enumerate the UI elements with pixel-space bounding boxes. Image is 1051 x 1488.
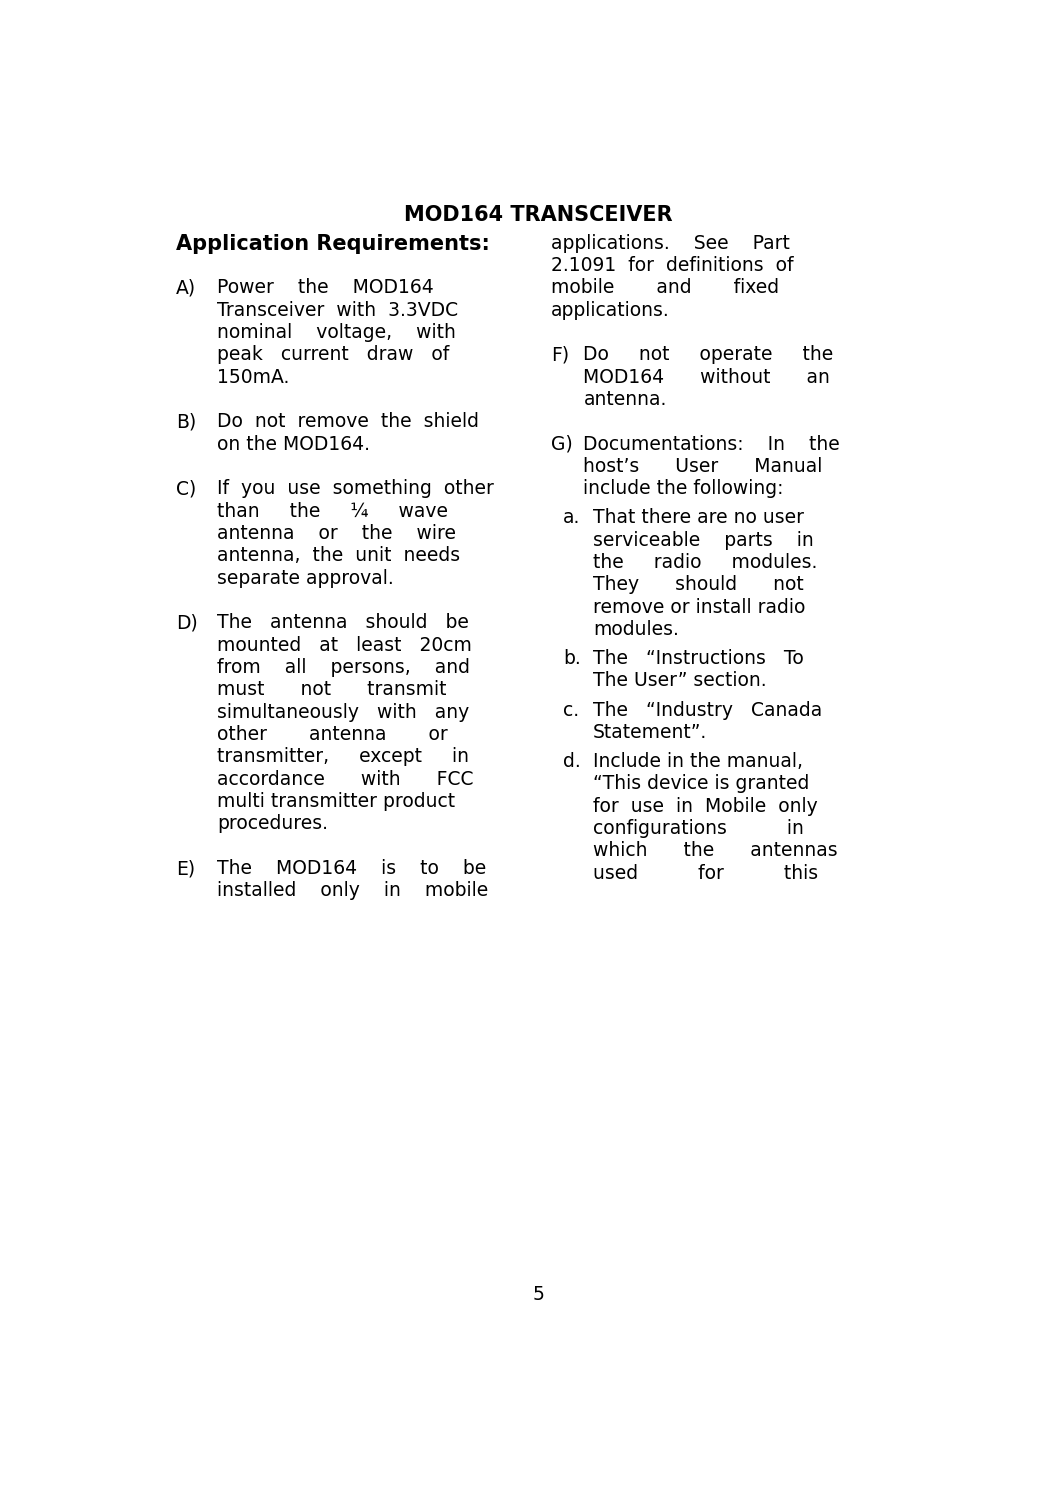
Text: Include in the manual,: Include in the manual, [593, 751, 803, 771]
Text: host’s      User      Manual: host’s User Manual [583, 457, 823, 476]
Text: remove or install radio: remove or install radio [593, 598, 805, 616]
Text: Do     not     operate     the: Do not operate the [583, 345, 833, 365]
Text: multi transmitter product: multi transmitter product [217, 792, 455, 811]
Text: A): A) [177, 278, 197, 298]
Text: used          for          this: used for this [593, 863, 819, 882]
Text: peak   current   draw   of: peak current draw of [217, 345, 449, 365]
Text: configurations          in: configurations in [593, 818, 804, 838]
Text: which      the      antennas: which the antennas [593, 841, 838, 860]
Text: The    MOD164    is    to    be: The MOD164 is to be [217, 859, 487, 878]
Text: MOD164      without      an: MOD164 without an [583, 368, 830, 387]
Text: mobile       and       fixed: mobile and fixed [551, 278, 779, 298]
Text: Documentations:    In    the: Documentations: In the [583, 434, 840, 454]
Text: procedures.: procedures. [217, 814, 328, 833]
Text: B): B) [177, 412, 197, 432]
Text: 2.1091  for  definitions  of: 2.1091 for definitions of [551, 256, 794, 275]
Text: The User” section.: The User” section. [593, 671, 767, 690]
Text: Statement”.: Statement”. [593, 723, 707, 743]
Text: “This device is granted: “This device is granted [593, 774, 809, 793]
Text: F): F) [551, 345, 569, 365]
Text: accordance      with      FCC: accordance with FCC [217, 769, 473, 789]
Text: 5: 5 [533, 1284, 544, 1303]
Text: The   “Instructions   To: The “Instructions To [593, 649, 804, 668]
Text: antenna    or    the    wire: antenna or the wire [217, 524, 456, 543]
Text: If  you  use  something  other: If you use something other [217, 479, 494, 498]
Text: applications.    See    Part: applications. See Part [551, 234, 789, 253]
Text: simultaneously   with   any: simultaneously with any [217, 702, 469, 722]
Text: d.: d. [563, 751, 581, 771]
Text: The   “Industry   Canada: The “Industry Canada [593, 701, 823, 720]
Text: serviceable    parts    in: serviceable parts in [593, 531, 813, 549]
Text: c.: c. [563, 701, 579, 720]
Text: D): D) [177, 613, 198, 632]
Text: E): E) [177, 859, 195, 878]
Text: the     radio     modules.: the radio modules. [593, 554, 818, 571]
Text: Application Requirements:: Application Requirements: [177, 234, 490, 253]
Text: on the MOD164.: on the MOD164. [217, 434, 370, 454]
Text: separate approval.: separate approval. [217, 568, 394, 588]
Text: Power    the    MOD164: Power the MOD164 [217, 278, 434, 298]
Text: include the following:: include the following: [583, 479, 784, 498]
Text: nominal    voltage,    with: nominal voltage, with [217, 323, 456, 342]
Text: The   antenna   should   be: The antenna should be [217, 613, 469, 632]
Text: They      should      not: They should not [593, 576, 804, 594]
Text: must      not      transmit: must not transmit [217, 680, 447, 699]
Text: other       antenna       or: other antenna or [217, 725, 448, 744]
Text: Do  not  remove  the  shield: Do not remove the shield [217, 412, 479, 432]
Text: a.: a. [563, 509, 580, 527]
Text: applications.: applications. [551, 301, 669, 320]
Text: for  use  in  Mobile  only: for use in Mobile only [593, 796, 818, 815]
Text: That there are no user: That there are no user [593, 509, 804, 527]
Text: b.: b. [563, 649, 581, 668]
Text: G): G) [551, 434, 573, 454]
Text: MOD164 TRANSCEIVER: MOD164 TRANSCEIVER [405, 205, 673, 225]
Text: than     the     ¼     wave: than the ¼ wave [217, 501, 448, 521]
Text: C): C) [177, 479, 197, 498]
Text: installed    only    in    mobile: installed only in mobile [217, 881, 488, 900]
Text: from    all    persons,    and: from all persons, and [217, 658, 470, 677]
Text: antenna.: antenna. [583, 390, 666, 409]
Text: antenna,  the  unit  needs: antenna, the unit needs [217, 546, 460, 565]
Text: transmitter,     except     in: transmitter, except in [217, 747, 469, 766]
Text: modules.: modules. [593, 620, 679, 638]
Text: 150mA.: 150mA. [217, 368, 289, 387]
Text: Transceiver  with  3.3VDC: Transceiver with 3.3VDC [217, 301, 458, 320]
Text: mounted   at   least   20cm: mounted at least 20cm [217, 635, 472, 655]
